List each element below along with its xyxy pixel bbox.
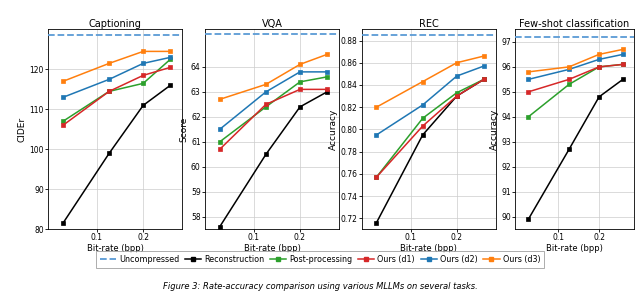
Text: Figure 3: Rate-accuracy comparison using various MLLMs on several tasks.: Figure 3: Rate-accuracy comparison using…: [163, 282, 477, 291]
Y-axis label: Score: Score: [179, 117, 188, 142]
X-axis label: Bit-rate (bpp): Bit-rate (bpp): [87, 244, 143, 253]
Y-axis label: Accuracy: Accuracy: [329, 109, 338, 150]
Title: Captioning: Captioning: [89, 19, 141, 29]
Y-axis label: CIDEr: CIDEr: [17, 117, 26, 142]
Title: Few-shot classification: Few-shot classification: [519, 19, 630, 29]
X-axis label: Bit-rate (bpp): Bit-rate (bpp): [401, 244, 457, 253]
X-axis label: Bit-rate (bpp): Bit-rate (bpp): [244, 244, 300, 253]
Title: VQA: VQA: [262, 19, 282, 29]
Legend: Uncompressed, Reconstruction, Post-processing, Ours (d1), Ours (d2), Ours (d3): Uncompressed, Reconstruction, Post-proce…: [95, 251, 545, 268]
X-axis label: Bit-rate (bpp): Bit-rate (bpp): [546, 244, 603, 253]
Title: REC: REC: [419, 19, 438, 29]
Y-axis label: Accuracy: Accuracy: [490, 109, 499, 150]
